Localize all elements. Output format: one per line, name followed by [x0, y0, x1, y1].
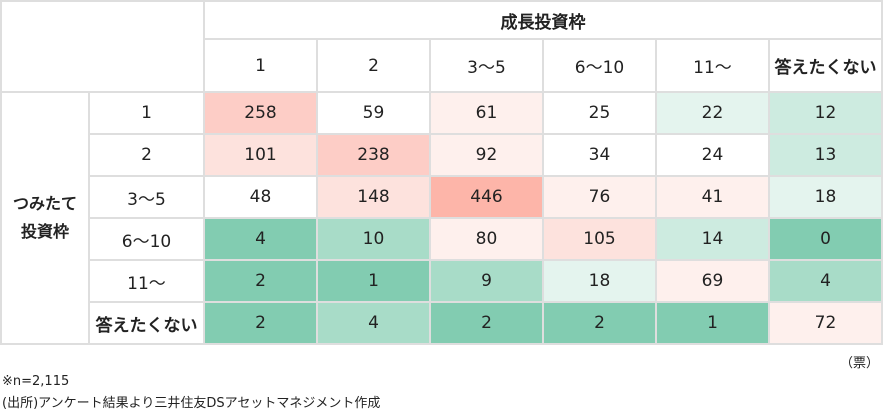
row-group-label-line: 投資枠 — [20, 222, 69, 241]
heatmap-cell: 34 — [542, 133, 657, 177]
heatmap-cell: 148 — [316, 175, 431, 219]
column-header: 3〜5 — [429, 38, 544, 93]
column-header: 11〜 — [655, 38, 770, 93]
column-header: 答えたくない — [768, 38, 883, 93]
heatmap-cell: 18 — [768, 175, 883, 219]
row-header: 2 — [88, 133, 205, 177]
row-header: 3〜5 — [88, 175, 205, 219]
heatmap-cell: 59 — [316, 91, 431, 135]
heatmap-cell: 10 — [316, 217, 431, 261]
unit-label: （票） — [839, 356, 879, 371]
heatmap-cell: 13 — [768, 133, 883, 177]
heatmap-cell: 61 — [429, 91, 544, 135]
row-group-label: つみたて 投資枠 — [0, 91, 90, 345]
table-row: 3〜5 48 148 446 76 41 18 — [1, 175, 883, 219]
heatmap-cell: 2 — [203, 259, 318, 303]
row-header: 1 — [88, 91, 205, 135]
heatmap-table: 成長投資枠 1 2 3〜5 6〜10 11〜 答えたくない つみたて 投資枠 1 258 59 61… — [0, 0, 883, 345]
column-header: 1 — [203, 38, 318, 93]
source-note: (出所)アンケート結果より三井住友DSアセットマネジメント作成 — [2, 396, 381, 411]
row-group-label-line: つみたて — [12, 194, 77, 213]
heatmap-cell: 2 — [542, 301, 657, 345]
heatmap-cell: 4 — [768, 259, 883, 303]
heatmap-cell: 4 — [203, 217, 318, 261]
heatmap-cell: 69 — [655, 259, 770, 303]
heatmap-cell: 12 — [768, 91, 883, 135]
heatmap-cell: 0 — [768, 217, 883, 261]
table-row: 11〜 2 1 9 18 69 4 — [1, 259, 883, 303]
heatmap-cell: 25 — [542, 91, 657, 135]
heatmap-cell: 9 — [429, 259, 544, 303]
heatmap-cell: 48 — [203, 175, 318, 219]
column-header: 2 — [316, 38, 431, 93]
sample-size-note: ※n=2,115 — [2, 374, 70, 389]
row-header: 11〜 — [88, 259, 205, 303]
heatmap-cell: 41 — [655, 175, 770, 219]
heatmap-cell: 105 — [542, 217, 657, 261]
heatmap-cell: 1 — [655, 301, 770, 345]
heatmap-cell: 4 — [316, 301, 431, 345]
row-header: 答えたくない — [88, 301, 205, 345]
heatmap-cell: 101 — [203, 133, 318, 177]
table-row: 答えたくない 2 4 2 2 1 72 — [1, 301, 883, 345]
heatmap-cell: 2 — [429, 301, 544, 345]
table-row: 2 101 238 92 34 24 13 — [1, 133, 883, 177]
table-row: つみたて 投資枠 1 258 59 61 25 22 12 — [0, 91, 883, 345]
heatmap-cell: 92 — [429, 133, 544, 177]
heatmap-cell: 76 — [542, 175, 657, 219]
heatmap-cell: 2 — [203, 301, 318, 345]
corner-cell — [0, 0, 205, 93]
heatmap-cell: 18 — [542, 259, 657, 303]
heatmap-cell: 1 — [316, 259, 431, 303]
heatmap-cell: 446 — [429, 175, 544, 219]
heatmap-cell: 258 — [203, 91, 318, 135]
heatmap-cell: 238 — [316, 133, 431, 177]
heatmap-cell: 14 — [655, 217, 770, 261]
heatmap-cell: 72 — [768, 301, 883, 345]
heatmap-cell: 80 — [429, 217, 544, 261]
row-header: 6〜10 — [88, 217, 205, 261]
column-group-label: 成長投資枠 — [203, 0, 883, 40]
heatmap-cell: 24 — [655, 133, 770, 177]
table-row: 6〜10 4 10 80 105 14 0 — [1, 217, 883, 261]
heatmap-cell: 22 — [655, 91, 770, 135]
column-header: 6〜10 — [542, 38, 657, 93]
